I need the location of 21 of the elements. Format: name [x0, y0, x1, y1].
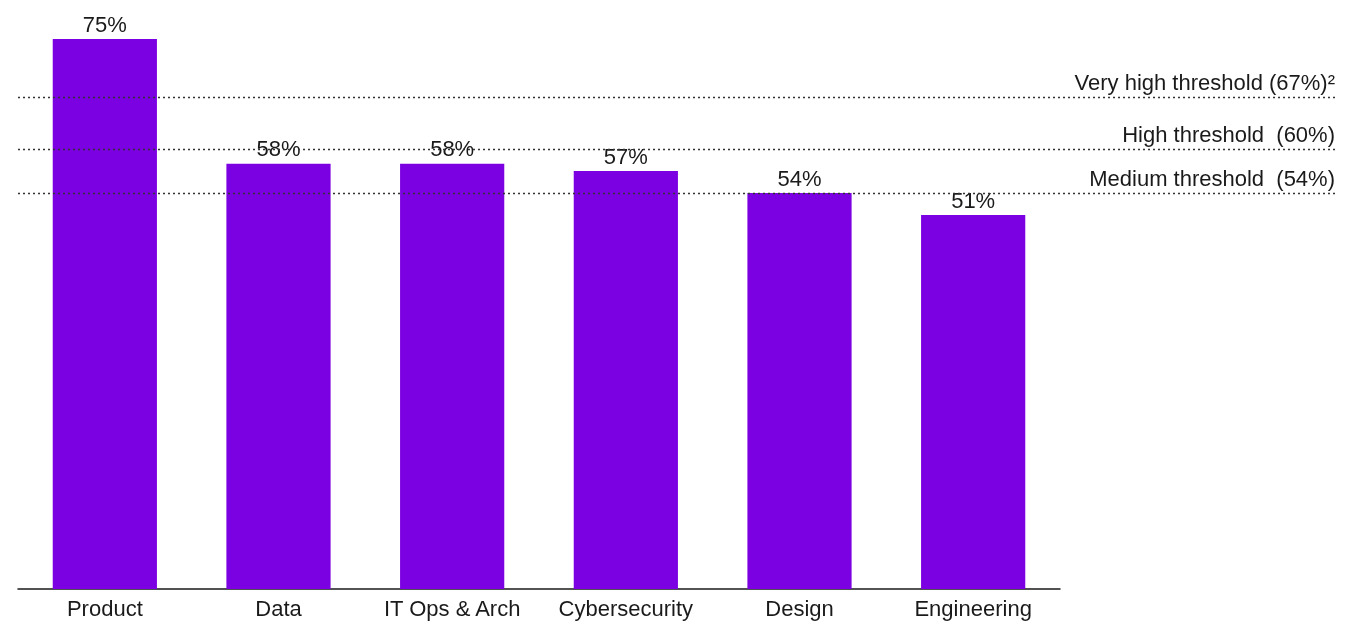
bar — [921, 215, 1026, 589]
x-tick-label: Product — [66, 595, 143, 621]
bar — [226, 163, 331, 589]
x-tick-label: Design — [765, 595, 834, 621]
bar — [52, 39, 157, 589]
bar — [747, 193, 852, 589]
x-tick-label: Engineering — [914, 595, 1032, 621]
bar — [573, 171, 678, 589]
data-label: 57% — [603, 143, 648, 169]
ref-line-label: Medium threshold (54%) — [1089, 165, 1335, 191]
x-tick-label: IT Ops & Arch — [383, 595, 521, 621]
ref-line-label: High threshold (60%) — [1122, 121, 1335, 147]
data-label: 58% — [256, 136, 301, 162]
data-label: 75% — [82, 11, 127, 37]
data-label: 58% — [430, 136, 475, 162]
ref-line-label: Very high threshold (67%)² — [1074, 70, 1335, 96]
bar — [400, 163, 505, 589]
x-tick-label: Data — [255, 595, 303, 621]
data-label: 54% — [777, 165, 822, 191]
data-label: 51% — [951, 187, 996, 213]
x-tick-label: Cybersecurity — [558, 595, 694, 621]
